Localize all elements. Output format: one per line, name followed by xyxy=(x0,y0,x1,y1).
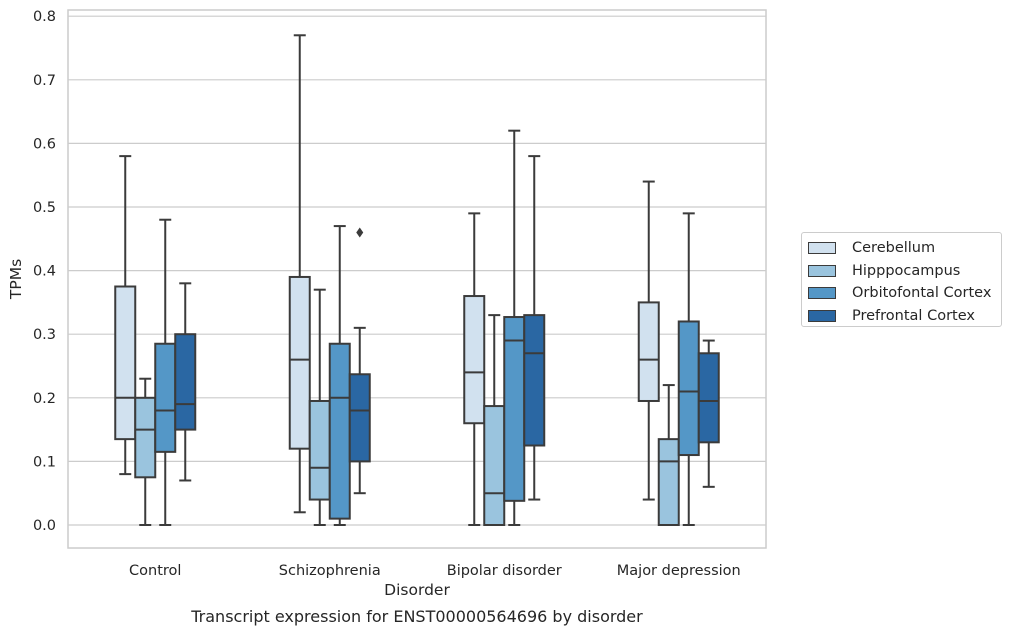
box-1-2 xyxy=(483,314,506,526)
box-body xyxy=(288,275,311,450)
legend-item: Orbitofontal Cortex xyxy=(808,282,1001,305)
box-body xyxy=(154,342,177,453)
y-tick-label: 0.6 xyxy=(33,136,56,152)
box-0-2 xyxy=(463,212,486,526)
y-tick-label: 0.5 xyxy=(33,200,56,216)
box-body xyxy=(328,342,351,520)
y-tick-label: 0.2 xyxy=(33,391,56,407)
y-tick-label: 0.1 xyxy=(33,454,56,470)
box-0-3 xyxy=(637,180,660,501)
box-body xyxy=(523,314,546,447)
y-tick-label: 0.0 xyxy=(33,518,56,534)
x-tick-label: Control xyxy=(129,563,181,579)
box-body xyxy=(174,333,197,431)
box-body xyxy=(348,373,371,463)
box-body xyxy=(657,438,680,527)
legend-swatch xyxy=(808,309,836,322)
box-2-2 xyxy=(503,129,526,526)
box-0-1 xyxy=(288,34,311,514)
box-3-0 xyxy=(174,282,197,482)
box-body xyxy=(114,285,137,441)
legend-swatch xyxy=(808,242,836,255)
y-tick-label: 0.4 xyxy=(33,264,56,280)
plot-area-frame xyxy=(67,9,767,549)
legend-item: Hipppocampus xyxy=(808,260,1001,283)
box-body xyxy=(677,320,700,457)
box-3-3 xyxy=(697,339,720,488)
box-body xyxy=(308,399,331,501)
legend-swatch xyxy=(808,287,836,300)
box-3-2 xyxy=(523,155,546,501)
box-2-1 xyxy=(328,225,351,526)
x-tick-labels: Control Schizophrenia Bipolar disorder Majo… xyxy=(129,563,741,579)
x-tick-label: Bipolar disorder xyxy=(447,563,562,579)
x-tick-label: Major depression xyxy=(617,563,741,579)
box-body xyxy=(483,405,506,526)
legend-item: Prefrontal Cortex xyxy=(808,305,1001,328)
y-tick-label: 0.7 xyxy=(33,73,56,89)
box-body xyxy=(503,316,526,502)
y-tick-labels: 0.0 0.1 0.2 0.3 0.4 0.5 0.6 0.7 0.8 xyxy=(33,9,56,534)
box-1-1 xyxy=(308,288,331,526)
box-1-0 xyxy=(134,377,157,526)
box-3-1 xyxy=(348,227,371,495)
box-body xyxy=(697,352,720,444)
legend-label: Prefrontal Cortex xyxy=(852,307,975,324)
box-2-3 xyxy=(677,212,700,526)
box-layer xyxy=(114,34,720,527)
legend-label: Cerebellum xyxy=(852,240,936,257)
legend-item: Cerebellum xyxy=(808,237,1001,260)
box-0-0 xyxy=(114,155,137,476)
legend-label: Orbitofontal Cortex xyxy=(852,285,992,302)
chart-title: Transcript expression for ENST0000056469… xyxy=(190,607,643,626)
legend: Cerebellum Hipppocampus Orbitofontal Corte… xyxy=(801,232,1002,327)
x-axis-label: Disorder xyxy=(384,581,450,599)
box-1-3 xyxy=(657,384,680,527)
box-body xyxy=(463,295,486,425)
legend-swatch xyxy=(808,264,836,277)
y-tick-label: 0.8 xyxy=(33,9,56,25)
x-tick-label: Schizophrenia xyxy=(279,563,381,579)
box-2-0 xyxy=(154,218,177,526)
y-tick-label: 0.3 xyxy=(33,327,56,343)
box-body xyxy=(134,396,157,479)
y-axis-label: TPMs xyxy=(7,259,25,300)
outlier-point xyxy=(356,227,364,238)
box-body xyxy=(637,301,660,402)
legend-label: Hipppocampus xyxy=(852,262,961,279)
